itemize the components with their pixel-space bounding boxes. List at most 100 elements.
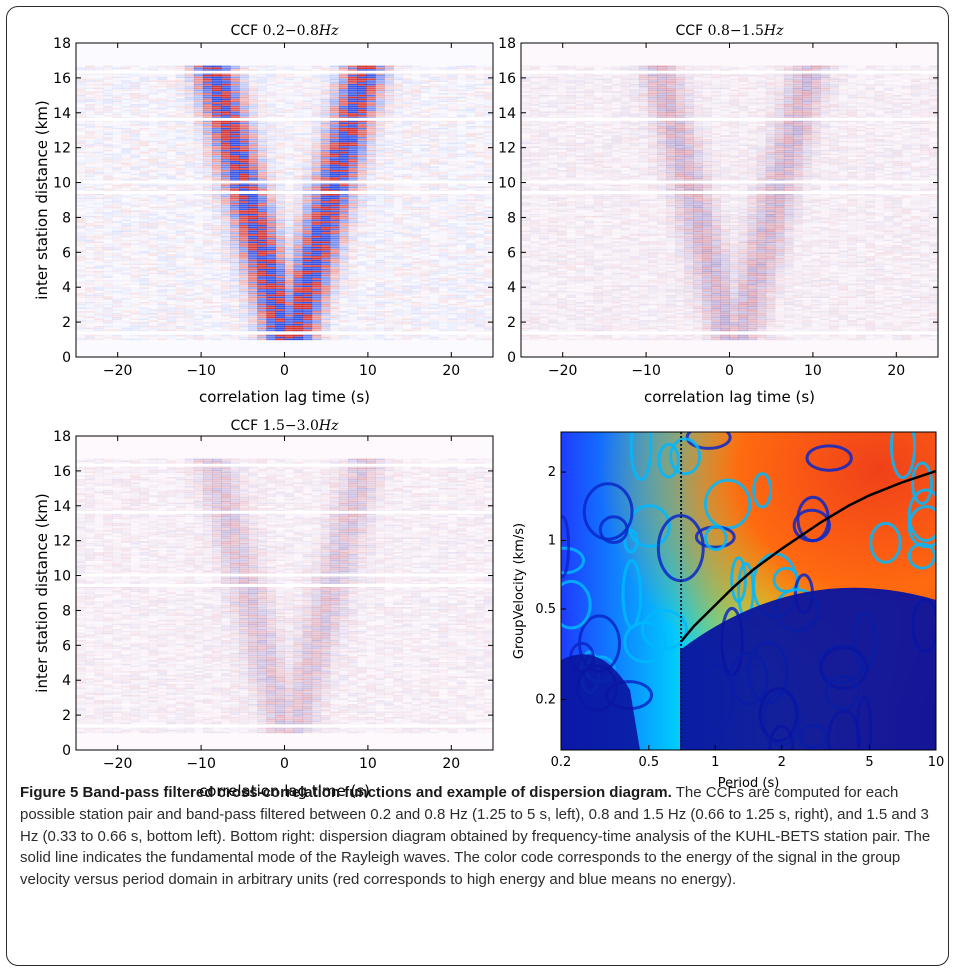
trace-cell — [130, 182, 140, 185]
trace-cell — [475, 280, 485, 282]
trace-cell — [76, 241, 86, 244]
trace-cell — [348, 289, 358, 291]
trace-cell — [302, 175, 313, 178]
trace-cell — [448, 247, 458, 249]
trace-cell — [447, 157, 458, 159]
trace-cell — [411, 159, 421, 161]
trace-cell — [302, 160, 313, 163]
trace-cell — [130, 309, 140, 311]
trace-cell — [211, 171, 222, 174]
trace-cell — [429, 318, 440, 321]
trace-cell — [248, 188, 258, 190]
trace-cell — [266, 186, 276, 189]
trace-cell — [166, 272, 177, 275]
trace-cell — [202, 203, 213, 205]
trace-cell — [448, 273, 458, 275]
trace-cell — [85, 177, 95, 179]
trace-cell — [447, 267, 458, 269]
trace-cell — [202, 157, 213, 159]
trace-cell — [175, 203, 186, 205]
trace-cell — [212, 317, 222, 319]
trace-cell — [320, 265, 331, 267]
trace-cell — [266, 257, 276, 260]
trace-cell — [465, 309, 476, 311]
trace-cell — [366, 210, 376, 212]
trace-cell — [184, 243, 195, 245]
trace-cell — [76, 237, 86, 240]
trace-cell — [257, 248, 267, 251]
trace-cell — [275, 141, 285, 143]
trace-cell — [439, 335, 449, 337]
trace-cell — [411, 153, 421, 156]
trace-cell — [194, 291, 204, 293]
trace-cell — [284, 307, 295, 310]
trace-cell — [112, 223, 122, 225]
trace-cell — [85, 214, 95, 216]
trace-cell — [121, 140, 131, 143]
trace-cell — [457, 260, 467, 262]
trace-cell — [293, 259, 304, 262]
trace-cell — [175, 267, 186, 269]
trace-cell — [311, 287, 322, 289]
trace-cell — [248, 290, 258, 293]
trace-cell — [76, 212, 86, 214]
trace-cell — [85, 267, 95, 269]
trace-cell — [430, 177, 440, 179]
trace-cell — [257, 223, 267, 225]
trace-cell — [402, 161, 412, 163]
trace-cell — [266, 309, 276, 311]
trace-cell — [157, 148, 168, 150]
trace-cell — [420, 270, 431, 273]
trace-cell — [85, 151, 95, 154]
trace-cell — [338, 259, 349, 262]
trace-cell — [166, 267, 177, 269]
trace-cell — [130, 228, 140, 231]
trace-cell — [266, 162, 276, 165]
trace-cell — [474, 177, 485, 179]
trace-cell — [311, 290, 322, 293]
trace-cell — [184, 201, 195, 203]
trace-cell — [456, 195, 467, 198]
trace-cell — [293, 166, 304, 168]
trace-cell — [466, 302, 476, 304]
trace-cell — [175, 239, 186, 242]
trace-cell — [184, 212, 195, 214]
trace-cell — [311, 256, 322, 258]
trace-cell — [402, 148, 412, 150]
trace-cell — [357, 153, 367, 156]
trace-cell — [484, 185, 494, 187]
trace-cell — [393, 306, 403, 308]
trace-cell — [266, 153, 276, 156]
trace-cell — [357, 267, 367, 269]
trace-cell — [121, 305, 131, 308]
trace-cell — [347, 234, 358, 236]
trace-cell — [420, 250, 431, 253]
trace-cell — [85, 276, 95, 278]
trace-cell — [465, 248, 476, 251]
trace-cell — [439, 165, 449, 167]
trace-cell — [266, 322, 276, 324]
trace-cell — [366, 273, 376, 275]
trace-cell — [121, 151, 131, 154]
trace-cell — [166, 226, 177, 229]
trace-cell — [275, 217, 285, 220]
trace-cell — [402, 261, 412, 264]
trace-cell — [483, 224, 494, 227]
trace-cell — [329, 168, 340, 170]
trace-cell — [420, 215, 431, 218]
trace-cell — [112, 284, 122, 286]
trace-cell — [456, 272, 467, 275]
trace-cell — [221, 175, 231, 178]
trace-cell — [302, 311, 313, 313]
trace-cell — [85, 245, 95, 247]
trace-cell — [166, 146, 177, 148]
trace-cell — [149, 166, 159, 168]
trace-cell — [366, 188, 376, 190]
trace-cell — [175, 279, 186, 282]
trace-cell — [167, 141, 177, 143]
trace-cell — [157, 195, 168, 198]
trace-cell — [184, 142, 195, 145]
trace-cell — [483, 164, 494, 167]
trace-cell — [230, 201, 240, 203]
trace-cell — [149, 339, 159, 341]
